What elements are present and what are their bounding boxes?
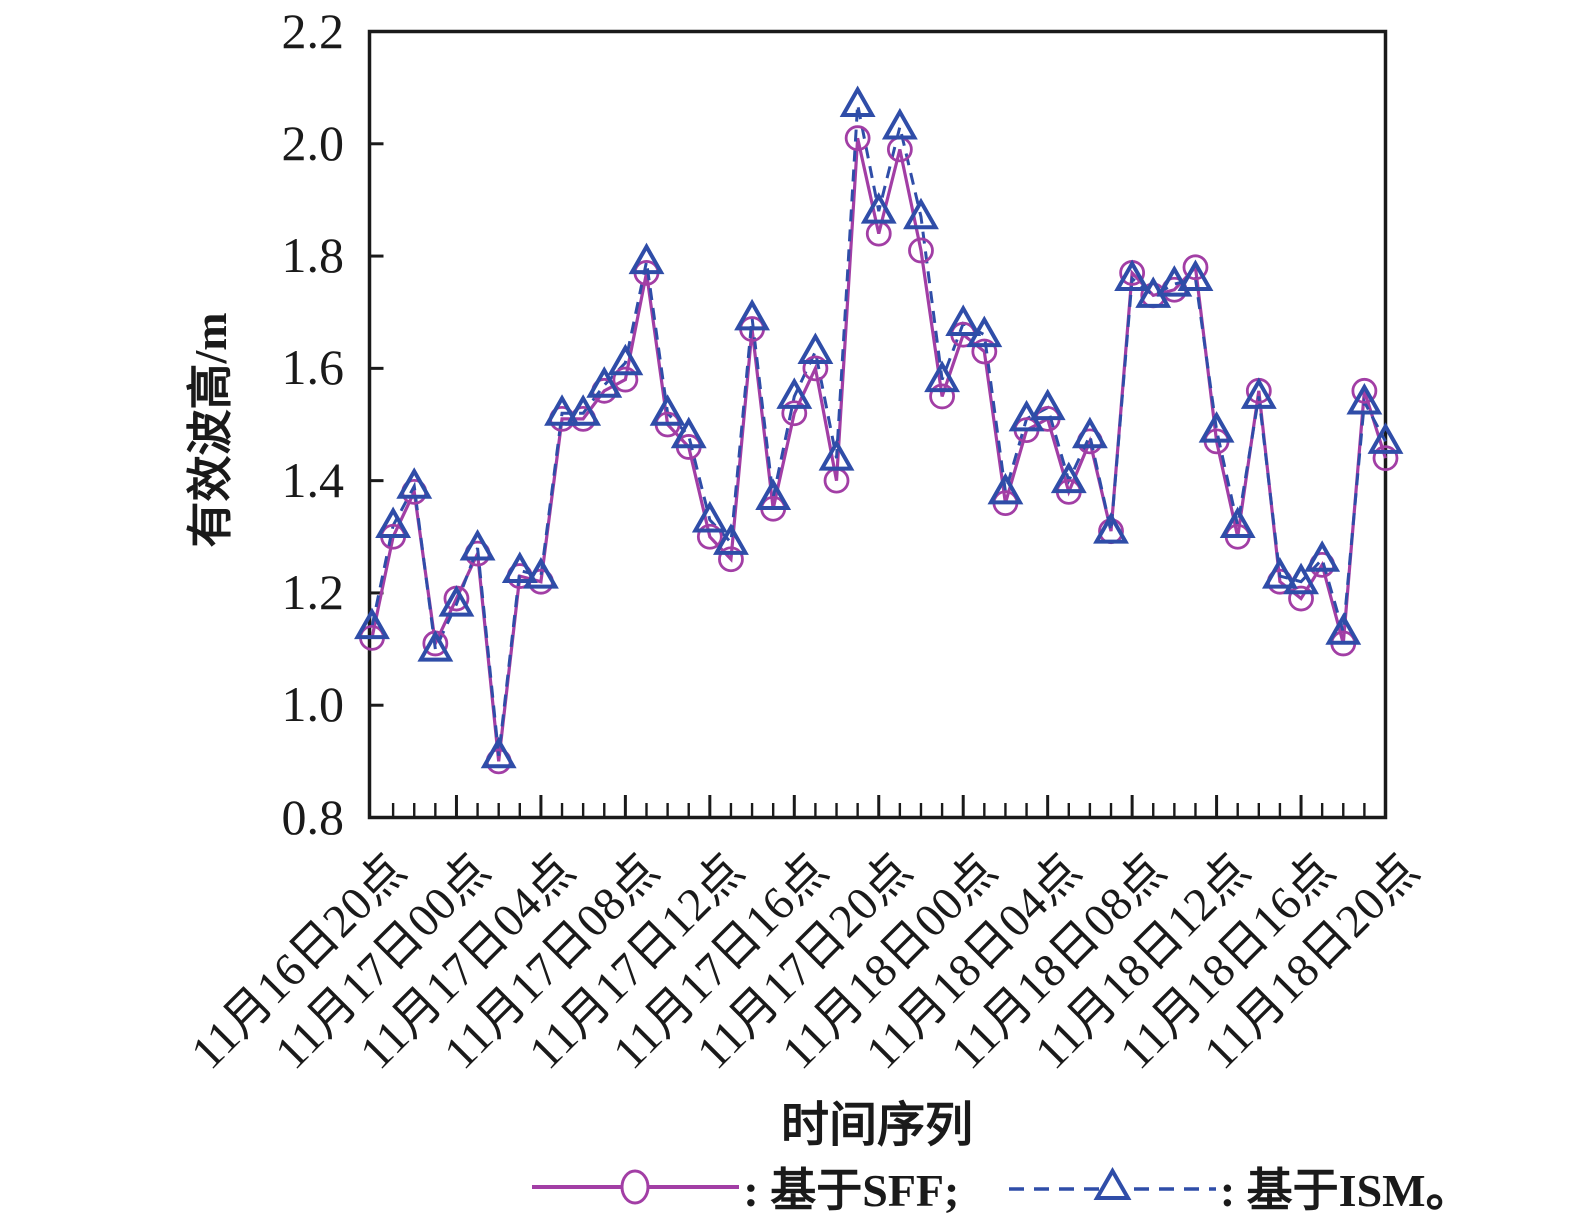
y-tick-label: 1.0	[281, 676, 345, 733]
ism-marker	[1156, 265, 1193, 297]
ism-marker	[1240, 377, 1277, 409]
sff-marker	[612, 366, 639, 393]
ism-marker	[1219, 506, 1256, 539]
y-tick-label: 1.2	[281, 563, 345, 620]
ism-marker	[839, 85, 876, 117]
ism-marker	[966, 315, 1003, 348]
sff-marker	[696, 523, 723, 550]
legend-ism-line-sample	[1008, 1166, 1216, 1200]
legend-ism-label: : 基于ISM。	[1219, 1165, 1472, 1216]
ism-marker	[1071, 416, 1108, 449]
ism-marker	[987, 472, 1024, 505]
sff-marker	[781, 400, 808, 427]
sff-marker	[1351, 377, 1378, 404]
ism-line	[370, 104, 1387, 756]
plot-box	[367, 29, 1388, 820]
ism-marker	[628, 242, 665, 275]
ism-marker	[776, 377, 813, 409]
ism-marker	[1304, 540, 1341, 572]
ism-marker	[1093, 512, 1129, 544]
y-tick-label: 2.2	[281, 2, 345, 59]
ism-marker	[544, 394, 580, 426]
ism-marker	[734, 298, 771, 331]
ism-marker	[396, 467, 433, 499]
sff-marker	[908, 237, 934, 264]
ism-marker	[713, 523, 749, 555]
y-tick-label: 1.8	[281, 227, 345, 284]
ism-marker	[501, 551, 538, 583]
ism-marker	[1346, 382, 1383, 415]
ism-marker	[924, 360, 961, 393]
sff-marker	[1372, 445, 1399, 472]
ism-marker	[755, 478, 792, 510]
ism-marker	[1050, 461, 1087, 494]
sff-marker	[844, 125, 871, 152]
sff-marker	[802, 355, 829, 382]
ism-marker	[881, 107, 918, 140]
ism-marker	[480, 736, 517, 769]
ism-marker	[945, 304, 982, 336]
sff-marker	[971, 338, 998, 365]
ism-marker	[459, 528, 496, 561]
ism-marker	[417, 630, 454, 662]
sff-marker	[718, 546, 744, 573]
ism-marker	[1029, 388, 1066, 421]
legend: : 基于SFF; : 基于ISM。	[440, 1152, 1560, 1222]
ism-marker	[1325, 613, 1362, 645]
y-tick-label: 1.6	[281, 339, 345, 396]
ism-marker	[818, 439, 855, 471]
y-tick-label: 1.4	[281, 451, 345, 508]
ism-marker	[586, 366, 623, 398]
legend-ism-triangle-icon	[1093, 1166, 1132, 1200]
legend-sff-line-sample	[532, 1169, 740, 1205]
sff-marker	[929, 383, 955, 410]
ism-marker	[903, 197, 939, 230]
y-tick-label: 0.8	[281, 788, 345, 845]
legend-sff-label: : 基于SFF;	[743, 1165, 971, 1216]
ism-marker	[522, 557, 559, 589]
ism-marker	[797, 332, 834, 365]
ism-marker	[860, 192, 897, 224]
ism-marker	[1261, 557, 1298, 589]
ism-marker	[670, 416, 707, 449]
y-axis-title: 有效波高/m	[185, 312, 236, 548]
sff-marker	[1182, 254, 1209, 281]
ism-marker	[649, 394, 686, 426]
ism-marker	[1114, 259, 1151, 292]
ism-marker	[1283, 562, 1319, 595]
sff-line	[370, 137, 1388, 762]
x-axis-title: 时间序列	[780, 1099, 974, 1152]
ism-marker	[1177, 259, 1214, 292]
sff-marker	[1288, 585, 1314, 612]
ism-marker	[607, 343, 644, 376]
ism-marker	[354, 607, 390, 640]
ism-marker	[1367, 422, 1404, 454]
ism-marker	[565, 394, 602, 426]
ism-marker	[691, 500, 728, 533]
y-tick-label: 2.0	[281, 114, 345, 171]
legend-sff-circle-icon	[620, 1169, 650, 1205]
ism-marker	[375, 506, 412, 539]
ism-marker	[1198, 411, 1235, 443]
ism-marker	[438, 585, 475, 617]
